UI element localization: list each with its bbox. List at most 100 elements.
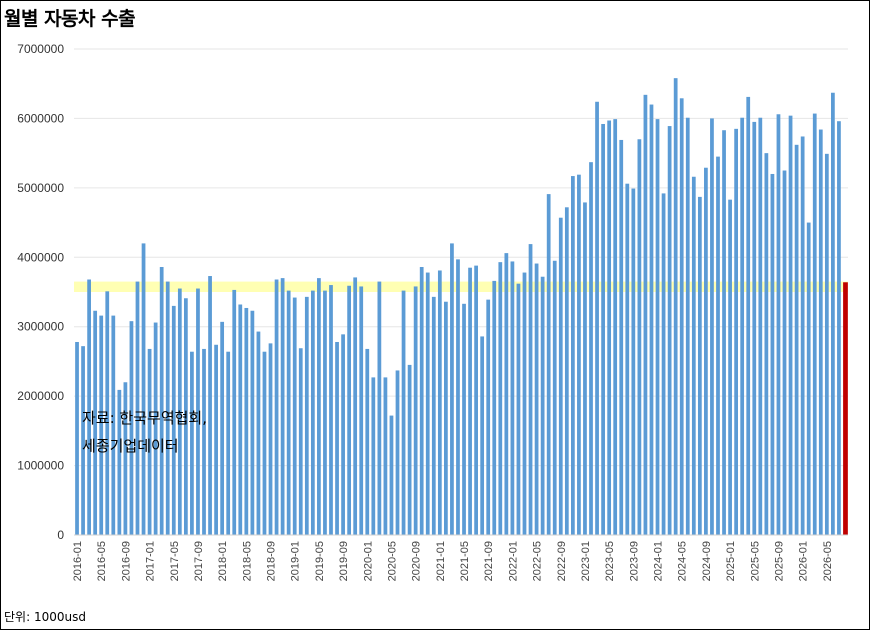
- x-tick-label: 2017-01: [145, 541, 157, 581]
- x-tick-label: 2018-09: [266, 541, 278, 581]
- x-tick-label: 2021-01: [435, 541, 447, 581]
- bar: [613, 119, 618, 535]
- bar: [383, 377, 388, 535]
- x-tick-label: 2023-09: [628, 541, 640, 581]
- bar: [177, 288, 182, 535]
- bar: [335, 341, 339, 535]
- bar: [480, 336, 485, 535]
- y-tick-label: 2000000: [17, 389, 64, 403]
- bar: [347, 285, 352, 535]
- bar: [153, 322, 158, 535]
- bar: [468, 267, 472, 535]
- bar: [280, 278, 285, 535]
- bar: [171, 305, 176, 535]
- bar: [516, 283, 521, 535]
- x-tick-label: 2022-05: [532, 541, 544, 581]
- bar: [81, 346, 85, 535]
- bar: [601, 123, 605, 536]
- bar: [673, 78, 678, 535]
- x-tick-label: 2020-05: [386, 541, 398, 581]
- source-note: 자료: 한국무역협회, 세종기업데이터: [82, 404, 207, 460]
- x-tick-label: 2020-01: [362, 541, 374, 581]
- bar: [208, 276, 212, 535]
- y-tick-label: 1000000: [17, 459, 64, 473]
- bar: [770, 173, 775, 535]
- bar: [788, 115, 793, 535]
- bar: [558, 217, 563, 535]
- bar: [540, 276, 545, 535]
- bar: [353, 277, 358, 535]
- bar: [93, 310, 98, 535]
- bar: [655, 119, 660, 535]
- bar: [546, 194, 551, 535]
- x-tick-label: 2024-01: [653, 541, 665, 581]
- bar: [782, 170, 787, 535]
- bar: [619, 139, 624, 536]
- bar: [800, 136, 805, 536]
- y-tick-label: 3000000: [17, 320, 64, 334]
- x-tick-label: 2022-09: [556, 541, 568, 581]
- bar: [570, 176, 575, 535]
- bar: [304, 296, 309, 535]
- x-tick-label: 2025-05: [749, 541, 761, 581]
- bar: [595, 101, 599, 535]
- bar: [691, 176, 696, 535]
- x-tick-label: 2021-05: [459, 541, 471, 581]
- bar: [317, 278, 321, 535]
- bar: [419, 267, 424, 535]
- bar: [298, 348, 303, 535]
- bar: [238, 304, 243, 535]
- bar: [147, 348, 152, 535]
- bar: [812, 113, 817, 535]
- bar: [425, 272, 430, 535]
- bar: [129, 321, 134, 535]
- bar: [262, 351, 267, 535]
- bar: [746, 96, 751, 536]
- bar: [498, 262, 503, 535]
- bar: [824, 153, 829, 535]
- bar-latest: [843, 282, 848, 535]
- bar: [310, 290, 315, 535]
- bar: [462, 303, 466, 535]
- highlight-band: [74, 281, 848, 292]
- bar: [389, 415, 394, 535]
- bar: [831, 92, 835, 536]
- bar: [806, 222, 811, 536]
- source-note-line-1: 자료: 한국무역협회,: [82, 409, 207, 427]
- bar: [685, 117, 690, 535]
- bar: [661, 193, 666, 535]
- bar: [728, 199, 732, 535]
- chart-title: 월별 자동차 수출: [4, 8, 136, 30]
- bar: [407, 364, 412, 535]
- x-tick-label: 2019-05: [314, 541, 326, 581]
- bar: [202, 348, 206, 535]
- bar: [268, 343, 273, 535]
- bar: [365, 348, 370, 535]
- bar: [105, 291, 110, 535]
- bar: [710, 118, 714, 535]
- bar: [395, 370, 400, 535]
- x-tick-label: 2020-09: [411, 541, 423, 581]
- bar: [401, 290, 406, 535]
- bar: [504, 253, 509, 535]
- bar: [474, 265, 478, 535]
- y-tick-label: 4000000: [17, 250, 64, 264]
- bar: [704, 167, 708, 536]
- x-tick-label: 2023-05: [604, 541, 616, 581]
- bar: [377, 281, 382, 535]
- x-tick-label: 2017-05: [169, 541, 181, 581]
- bar: [450, 243, 454, 535]
- bar: [456, 259, 460, 535]
- bar: [444, 301, 448, 535]
- bar: [413, 286, 418, 535]
- bar: [837, 121, 841, 535]
- bar: [740, 117, 745, 535]
- x-tick-label: 2024-09: [701, 541, 713, 581]
- bar: [123, 382, 128, 535]
- y-tick-label: 6000000: [17, 111, 64, 125]
- bar: [637, 139, 642, 535]
- bar: [196, 288, 200, 535]
- bar: [589, 162, 593, 535]
- bar: [758, 117, 763, 535]
- bar: [734, 128, 739, 536]
